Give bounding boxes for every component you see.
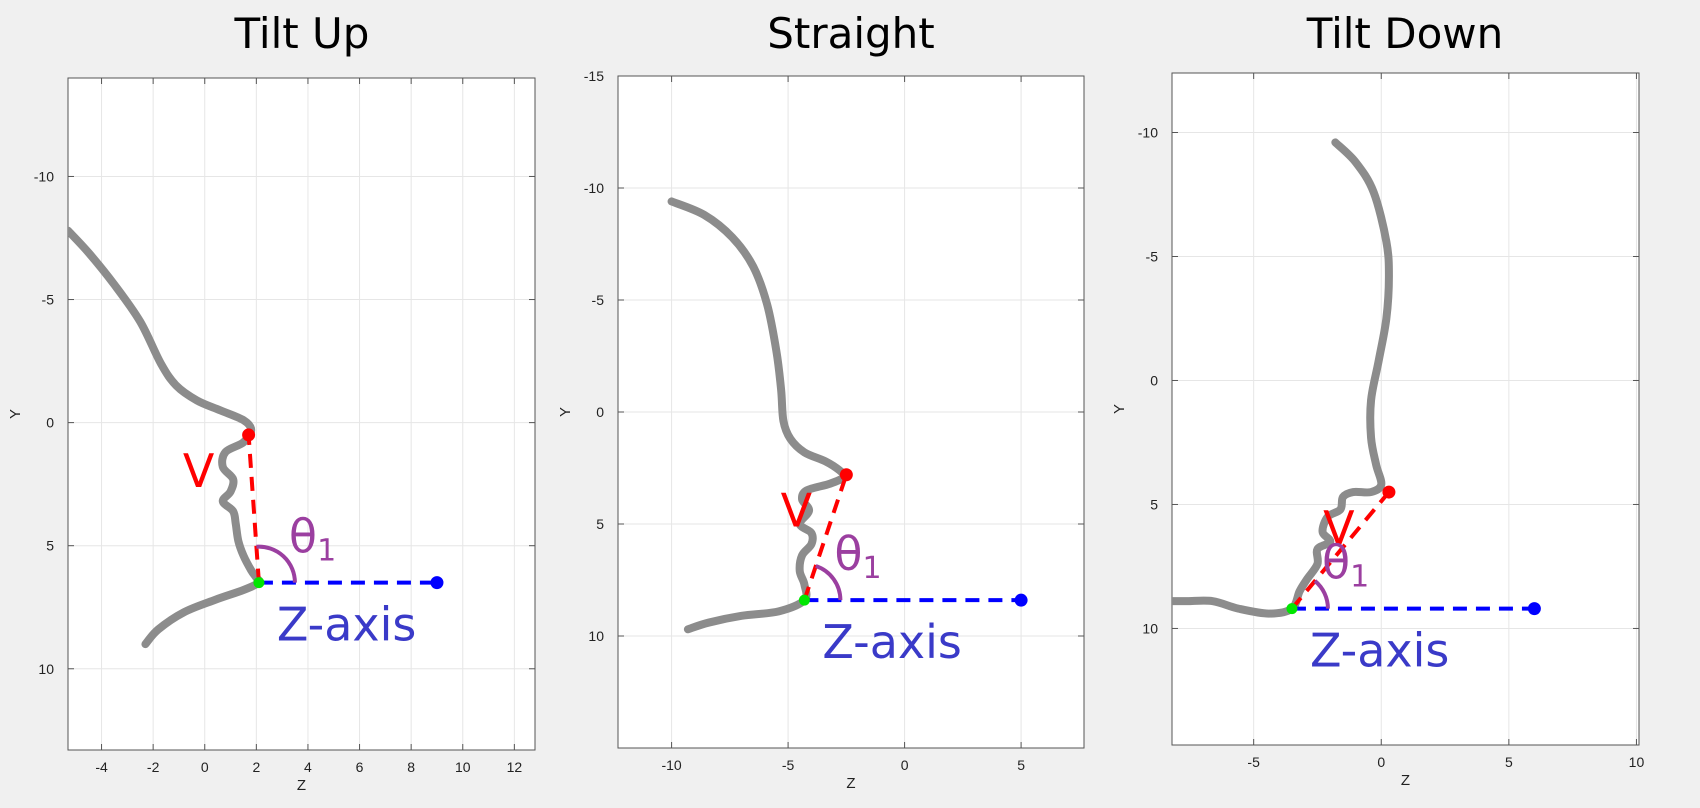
z-axis-label: Z-axis: [1310, 624, 1449, 678]
y-tick-label: 5: [596, 516, 604, 532]
y-axis-label: Y: [1111, 404, 1128, 414]
theta-label: θ1: [1322, 536, 1369, 595]
v-point: [1382, 485, 1396, 499]
x-tick-label: 6: [356, 759, 364, 775]
y-tick-label: 0: [596, 404, 604, 420]
v-label: V: [183, 444, 215, 498]
origin-point: [1286, 603, 1298, 615]
y-tick-label: 10: [588, 628, 604, 644]
y-tick-label: 0: [46, 415, 54, 431]
panel-3: Tilt Down -5 0 5 10 -10 -5 0 5 10 Z Y Vθ1 Z-axis: [1111, 9, 1644, 789]
axis-end-point: [1014, 593, 1028, 607]
origin-point: [798, 594, 810, 606]
x-tick-label: 0: [1377, 754, 1385, 770]
x-axis-label: Z: [297, 777, 306, 794]
v-point: [242, 428, 256, 442]
axes-frame: [67, 77, 536, 751]
theta-subscript: 1: [1350, 560, 1369, 595]
y-tick-label: 5: [46, 538, 54, 554]
x-tick-label: -2: [147, 759, 160, 775]
x-tick-label: -5: [1247, 754, 1260, 770]
axes-frame: [1171, 72, 1640, 746]
chart-title: Tilt Up: [234, 9, 370, 58]
axis-end-point: [430, 576, 444, 590]
x-tick-label: 12: [507, 759, 523, 775]
y-tick-label: 5: [1150, 496, 1158, 512]
y-tick-label: -10: [1138, 125, 1158, 141]
axis-end-point: [1527, 602, 1541, 616]
y-tick-label: 10: [38, 661, 54, 677]
x-tick-label: 0: [901, 757, 909, 773]
x-tick-label: -5: [782, 757, 795, 773]
z-axis-label: Z-axis: [822, 615, 961, 669]
origin-point: [253, 577, 265, 589]
y-tick-label: 10: [1142, 620, 1158, 636]
v-vector: [1290, 490, 1391, 610]
x-tick-label: 4: [304, 759, 312, 775]
x-axis-label: Z: [1401, 772, 1410, 789]
chart-title: Straight: [767, 9, 935, 58]
z-axis-label: Z-axis: [277, 598, 416, 652]
angle-arc: [256, 544, 297, 583]
y-axis-label: Y: [7, 409, 24, 419]
y-tick-label: -5: [592, 292, 605, 308]
y-tick-label: -15: [584, 68, 604, 84]
v-vector: [246, 434, 261, 583]
x-tick-label: 10: [1629, 754, 1645, 770]
angle-arc: [815, 564, 843, 601]
v-label: V: [781, 484, 813, 538]
face-profile-line: [68, 226, 264, 649]
y-tick-label: -5: [42, 292, 55, 308]
v-label: V: [1323, 501, 1355, 555]
face-profile-line: [1172, 138, 1393, 618]
v-point: [839, 468, 853, 482]
x-tick-label: 8: [407, 759, 415, 775]
x-tick-label: 0: [201, 759, 209, 775]
y-tick-label: -5: [1146, 248, 1159, 264]
x-tick-label: 5: [1017, 757, 1025, 773]
x-axis-label: Z: [846, 775, 855, 792]
theta-subscript: 1: [863, 551, 882, 586]
x-tick-label: -10: [661, 757, 681, 773]
y-tick-label: -10: [34, 168, 54, 184]
y-tick-label: -10: [584, 180, 604, 196]
x-tick-label: 5: [1505, 754, 1513, 770]
x-tick-label: 2: [252, 759, 260, 775]
y-tick-label: 0: [1150, 372, 1158, 388]
y-axis-label: Y: [557, 407, 574, 417]
plot-area: [1172, 73, 1639, 745]
angle-arc: [1313, 579, 1330, 609]
x-tick-label: 10: [455, 759, 471, 775]
theta-subscript: 1: [317, 534, 336, 569]
x-tick-label: -4: [95, 759, 108, 775]
chart-title: Tilt Down: [1306, 9, 1504, 58]
